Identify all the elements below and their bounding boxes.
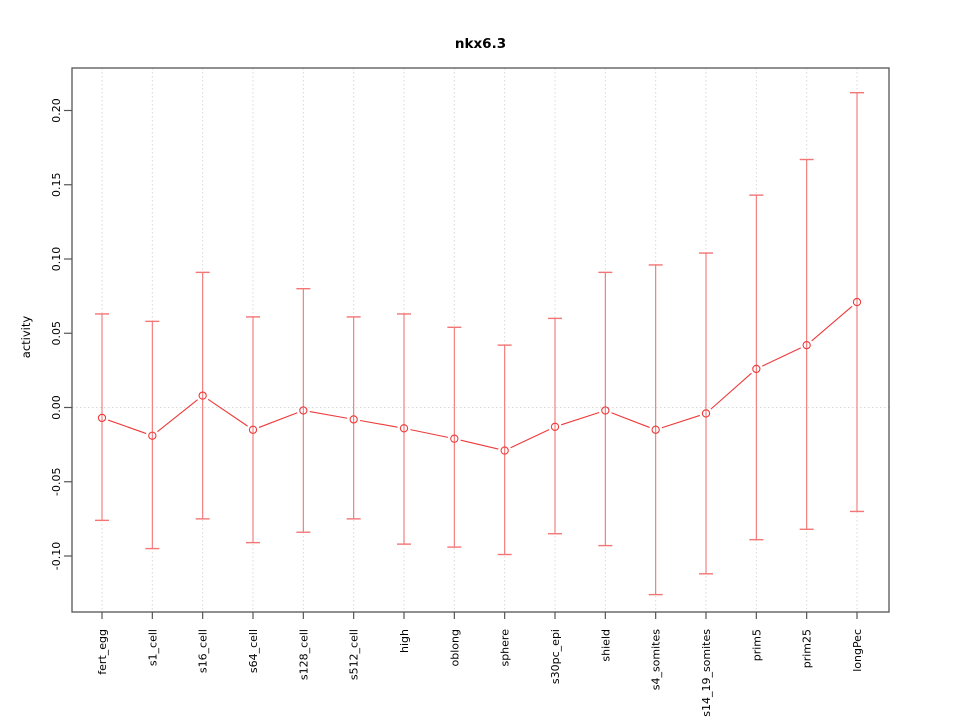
- x-tick-label: prim25: [801, 629, 814, 668]
- data-point: [198, 391, 207, 400]
- series-line: [309, 411, 348, 419]
- plot-frame: [71, 67, 890, 613]
- x-tick-label: high: [398, 629, 411, 653]
- chart-title: nkx6.3: [454, 36, 507, 52]
- x-tick-label: prim5: [750, 629, 763, 661]
- series-line: [157, 399, 198, 433]
- data-point: [500, 446, 509, 455]
- y-tick-label: 0.20: [50, 98, 63, 123]
- data-point: [299, 406, 308, 415]
- data-point: [399, 424, 409, 433]
- series-line: [460, 439, 499, 450]
- y-tick-label: -0.05: [50, 468, 63, 496]
- y-axis-label: activity: [19, 315, 33, 359]
- data-point: [852, 297, 862, 307]
- series-line: [510, 429, 550, 449]
- data-point: [349, 415, 358, 424]
- series-line: [107, 419, 147, 435]
- data-point: [701, 409, 711, 418]
- x-tick-label: s64_cell: [247, 629, 260, 673]
- x-tick-label: shield: [599, 629, 612, 662]
- series-line: [761, 347, 802, 367]
- series-line: [710, 372, 752, 410]
- series-line: [258, 412, 298, 428]
- x-tick-label: s512_cell: [348, 629, 361, 680]
- y-tick-label: 0.10: [50, 247, 63, 272]
- y-tick-label: 0.05: [50, 321, 63, 346]
- series-line: [611, 412, 650, 428]
- x-tick-label: s30pc_epi: [549, 629, 562, 684]
- y-tick-label: 0.15: [50, 173, 63, 198]
- x-tick-label: s14_19_somites: [700, 629, 713, 717]
- data-point: [752, 364, 761, 374]
- x-tick-label: s16_cell: [197, 629, 210, 673]
- x-tick-label: longPec: [851, 629, 864, 672]
- data-point: [248, 425, 258, 434]
- x-tick-label: sphere: [499, 629, 512, 667]
- x-tick-label: s4_somites: [650, 629, 663, 691]
- data-point: [148, 431, 157, 440]
- x-tick-label: oblong: [448, 629, 461, 666]
- series-line: [359, 419, 398, 428]
- series-line: [811, 305, 853, 342]
- x-tick-label: fert_egg: [96, 629, 109, 675]
- series-line: [561, 411, 600, 426]
- y-tick-label: -0.10: [50, 542, 63, 570]
- y-tick-label: 0.00: [50, 395, 63, 420]
- data-point: [450, 434, 459, 443]
- x-tick-label: s128_cell: [297, 629, 310, 680]
- data-point: [97, 413, 107, 423]
- data-point: [550, 422, 560, 431]
- series-line: [207, 398, 248, 427]
- data-point: [601, 406, 610, 415]
- data-point: [802, 340, 811, 350]
- x-tick-label: s1_cell: [146, 629, 159, 666]
- data-point: [651, 425, 660, 434]
- series-line: [661, 414, 700, 429]
- series-line: [410, 429, 449, 438]
